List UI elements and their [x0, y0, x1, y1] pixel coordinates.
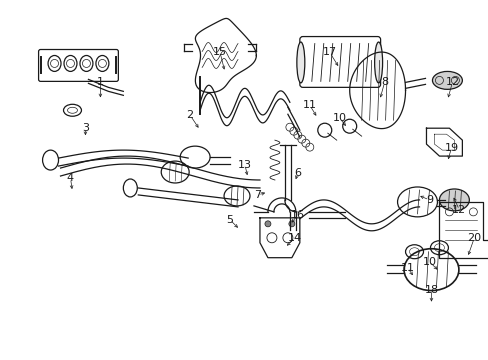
Text: 4: 4 — [67, 173, 74, 183]
Text: 13: 13 — [238, 160, 251, 170]
Text: 14: 14 — [287, 233, 301, 243]
Text: 2: 2 — [186, 110, 193, 120]
Text: 9: 9 — [425, 195, 432, 205]
Text: 10: 10 — [422, 257, 436, 267]
Text: 20: 20 — [467, 233, 480, 243]
Text: 1: 1 — [97, 77, 103, 87]
Text: 16: 16 — [290, 210, 304, 220]
Text: 19: 19 — [444, 143, 458, 153]
Text: 15: 15 — [213, 48, 226, 58]
Ellipse shape — [439, 189, 468, 211]
Text: 18: 18 — [424, 284, 438, 294]
Text: 7: 7 — [254, 190, 261, 200]
Text: 10: 10 — [332, 113, 346, 123]
Text: 12: 12 — [451, 205, 466, 215]
Circle shape — [264, 221, 270, 227]
Text: 6: 6 — [294, 168, 301, 178]
Text: 11: 11 — [400, 263, 414, 273]
Text: 11: 11 — [302, 100, 316, 110]
Ellipse shape — [431, 71, 462, 89]
Text: 3: 3 — [82, 123, 89, 133]
Text: 17: 17 — [322, 48, 336, 58]
Ellipse shape — [374, 42, 382, 83]
Circle shape — [288, 221, 294, 227]
Ellipse shape — [296, 42, 304, 83]
Text: 8: 8 — [380, 77, 387, 87]
Text: 12: 12 — [445, 77, 459, 87]
Text: 5: 5 — [226, 215, 233, 225]
